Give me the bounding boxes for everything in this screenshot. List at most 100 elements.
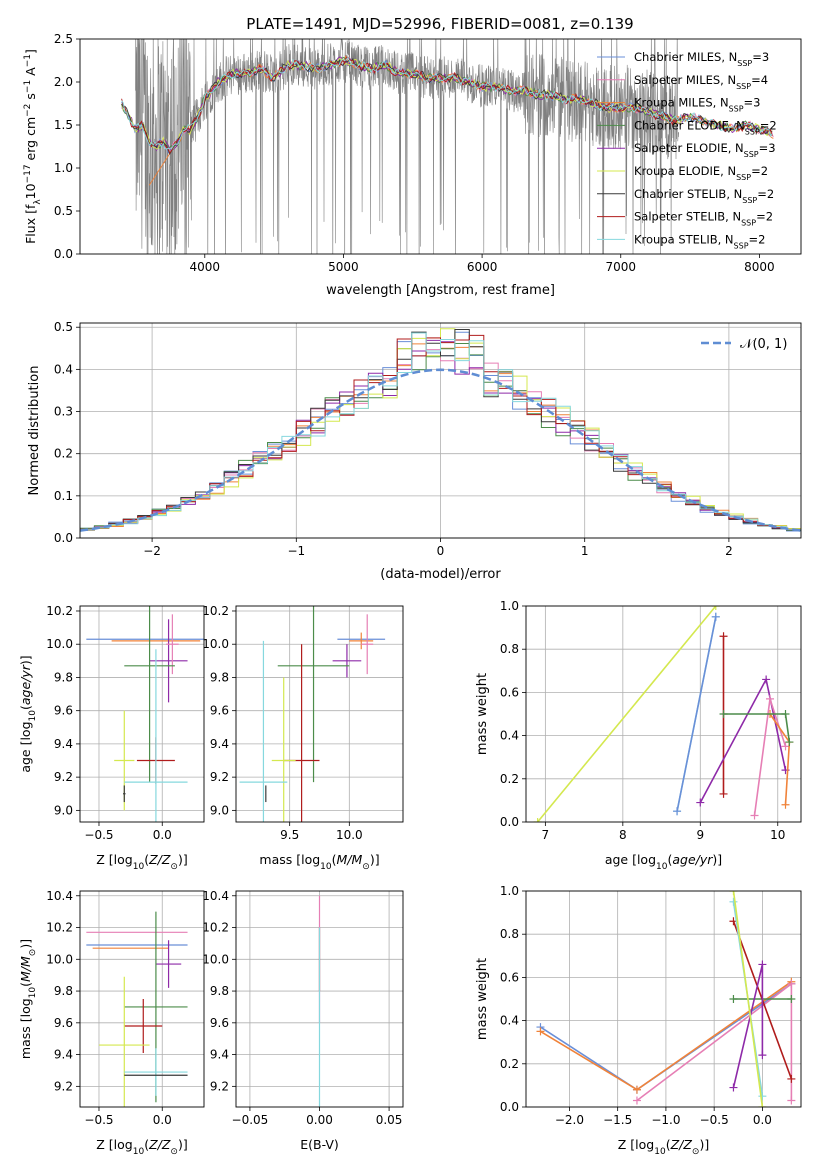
y-tick-label: 0.0	[500, 1100, 519, 1114]
weight-marker	[536, 1027, 545, 1036]
y-tick-label: 9.2	[54, 770, 73, 784]
errorbar-point	[124, 1048, 188, 1096]
x-axis-label: wavelength [Angstrom, rest frame]	[326, 283, 555, 298]
y-tick-label: 2.0	[54, 75, 73, 89]
y-tick-label: 0.0	[500, 815, 519, 829]
y-tick-label: 1.0	[500, 884, 519, 898]
x-tick-label: 9	[696, 828, 704, 842]
errorbar-point	[124, 606, 175, 783]
x-tick-label: −0.5	[84, 828, 113, 842]
x-tick-label: −1	[287, 544, 305, 558]
x-axis-label: Z [log10(Z/Z⊙)]	[618, 1137, 709, 1157]
weight-line	[676, 616, 717, 812]
x-tick-label: 5000	[328, 260, 359, 274]
weight-series	[766, 710, 794, 809]
y-axis-label: mass weight	[475, 958, 490, 1040]
spectrum-plot-area	[121, 39, 774, 254]
x-tick-label: 0.0	[753, 1113, 772, 1127]
y-tick-label: 9.6	[54, 704, 73, 718]
axes-frame	[79, 605, 205, 823]
age-weight-panel-plot-area	[533, 606, 794, 822]
weight-marker	[787, 1074, 796, 1083]
x-tick-label: 8000	[744, 260, 775, 274]
errorbar-point	[124, 649, 188, 822]
y-tick-label: 1.0	[500, 599, 519, 613]
x-axis-label: age [log10(age/yr)]	[605, 852, 722, 872]
x-tick-label: 10	[770, 828, 785, 842]
y-tick-label: 10.0	[202, 952, 229, 966]
spectrum-data-line	[135, 39, 679, 254]
y-tick-label: 9.8	[54, 984, 73, 998]
weight-marker	[729, 1083, 738, 1092]
y-tick-label: 2.5	[54, 32, 73, 46]
x-tick-label: −0.05	[232, 1113, 269, 1127]
axes-frame	[79, 890, 205, 1108]
y-tick-label: 9.4	[210, 1048, 229, 1062]
weight-marker	[781, 710, 790, 718]
weight-marker	[750, 811, 759, 820]
y-tick-label: 10.4	[202, 889, 229, 903]
figure-title: PLATE=1491, MJD=52996, FIBERID=0081, z=0…	[246, 15, 633, 33]
y-tick-label: 0.4	[54, 362, 73, 376]
y-tick-label: 1.5	[54, 118, 73, 132]
legend-entry: Kroupa STELIB, NSSP=2	[634, 232, 765, 250]
model-line-7	[121, 56, 773, 155]
y-axis-label: mass [log10(M/M⊙)]	[18, 939, 38, 1059]
model-line-8	[121, 56, 773, 150]
errorbar-point	[149, 619, 188, 703]
y-tick-label: 10.0	[46, 952, 73, 966]
weight-marker	[711, 606, 720, 610]
mass-age-panel: 9.5 10.0 9.0 9.2 9.4 9.6 9.8 10.0 10.2 mass [log1…	[202, 604, 404, 872]
y-tick-label: 0.5	[54, 204, 73, 218]
y-tick-label: 0.2	[500, 1057, 519, 1071]
legend-entry: Salpeter STELIB, NSSP=2	[634, 210, 773, 228]
x-tick-label: 9.5	[280, 828, 299, 842]
x-tick-label: 7	[542, 828, 550, 842]
weight-series	[750, 694, 790, 820]
weight-series	[719, 710, 794, 747]
weight-series	[729, 960, 767, 1092]
x-tick-label: 4000	[190, 260, 221, 274]
x-tick-label: 0.00	[306, 1113, 333, 1127]
y-tick-label: 9.0	[54, 803, 73, 817]
weight-marker	[758, 1103, 767, 1107]
y-tick-label: 9.2	[54, 1079, 73, 1093]
errorbar-point	[277, 606, 350, 783]
weight-marker	[758, 1092, 767, 1101]
axes-frame	[79, 322, 802, 539]
x-tick-label: 7000	[605, 260, 636, 274]
weight-marker	[729, 897, 738, 906]
y-tick-label: 9.6	[210, 1016, 229, 1030]
residuals-plot-area	[80, 328, 801, 533]
z-weight-panel-plot-area	[536, 891, 796, 1107]
weight-marker	[632, 1085, 641, 1094]
y-tick-label: 0.5	[54, 320, 73, 334]
y-tick-label: 9.4	[54, 737, 73, 751]
x-tick-label: −0.5	[84, 1113, 113, 1127]
axes-frame	[79, 38, 802, 255]
errorbar-point	[271, 677, 296, 822]
y-tick-label: 9.8	[54, 670, 73, 684]
y-tick-label: 0.0	[54, 531, 73, 545]
weight-marker	[766, 694, 775, 703]
y-tick-label: 0.4	[500, 729, 519, 743]
z-age-panel: −0.5 0.0 9.0 9.2 9.4 9.6 9.8 10.0 10.2 Z [log10(Z…	[18, 604, 205, 872]
weight-series	[533, 606, 720, 822]
y-tick-label: 0.1	[54, 489, 73, 503]
weight-series	[673, 612, 720, 816]
y-tick-label: 10.2	[46, 921, 73, 935]
residual-hist-8	[80, 332, 801, 533]
x-tick-label: 0.0	[153, 828, 172, 842]
ebv-mass-panel: −0.05 0.00 0.05 9.2 9.4 9.6 9.8 10.0 10.2 10.4 E(B…	[202, 889, 404, 1152]
y-tick-label: 9.4	[54, 1048, 73, 1062]
y-tick-label: 0.6	[500, 685, 519, 699]
weight-marker	[673, 807, 682, 816]
errorbar-point	[361, 614, 374, 675]
z-age-panel-plot-area	[86, 606, 204, 822]
y-tick-label: 0.3	[54, 405, 73, 419]
weight-marker	[781, 800, 790, 809]
weight-marker	[719, 789, 728, 798]
weight-marker	[758, 1051, 767, 1060]
weight-marker	[729, 995, 738, 1003]
